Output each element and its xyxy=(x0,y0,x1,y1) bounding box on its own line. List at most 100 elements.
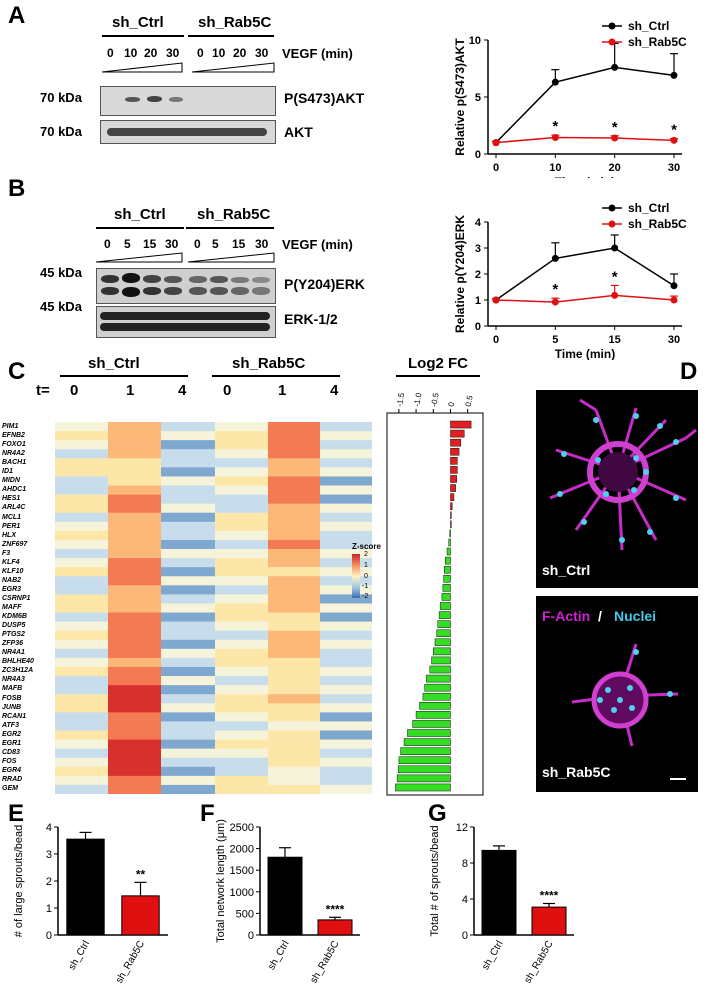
x-axis-label: Time (min) xyxy=(555,175,615,178)
heatmap-cell xyxy=(108,784,161,794)
y-tick-label: 2 xyxy=(475,269,481,281)
y-tick-label: 0 xyxy=(475,149,481,161)
heatmap-cell xyxy=(108,521,161,532)
bar xyxy=(317,919,353,936)
heatmap-timepoint: 1 xyxy=(278,382,287,399)
heatmap-cell xyxy=(55,431,108,441)
heatmap-cell xyxy=(161,748,215,759)
log2fc-frame xyxy=(386,412,484,796)
band xyxy=(231,287,249,295)
blot-b-time: 15 xyxy=(232,237,246,251)
heatmap-cell xyxy=(320,621,372,631)
heatmap-cell xyxy=(55,621,108,631)
x-tick-label: 0 xyxy=(493,334,499,346)
heatmap-cell xyxy=(55,521,108,532)
blot-a-time: 30 xyxy=(255,46,269,60)
blot-a-time: 10 xyxy=(124,46,138,60)
heatmap-cell xyxy=(268,530,320,541)
heatmap-group2: sh_Rab5C xyxy=(232,355,306,372)
log2fc-bar xyxy=(442,584,451,592)
stain-factin-label: F-Actin xyxy=(542,608,591,624)
log2fc-tick-label: 0 xyxy=(447,401,457,407)
heatmap-cell xyxy=(268,458,320,468)
band xyxy=(231,277,249,283)
blot-b-perk-strip xyxy=(96,268,276,304)
heatmap-cell xyxy=(215,558,268,568)
heatmap-cell xyxy=(215,748,268,759)
heatmap-cell xyxy=(108,775,161,786)
heatmap-cell xyxy=(108,730,161,740)
gene-label: KDM6B xyxy=(2,613,27,621)
heatmap-cell xyxy=(215,594,268,604)
log2fc-bar xyxy=(437,620,451,628)
heatmap-cell xyxy=(268,539,320,550)
micrograph-sh-rab5c: F-Actin / Nuclei sh_Rab5C xyxy=(536,596,698,792)
log2fc-bar xyxy=(450,511,452,520)
heatmap-cell xyxy=(215,676,268,686)
band xyxy=(101,287,119,295)
heatmap-cell xyxy=(215,630,268,641)
heatmap-cell xyxy=(108,476,161,486)
heatmap-cell xyxy=(108,621,161,631)
log2fc-bar xyxy=(403,738,451,746)
gene-label: BHLHE40 xyxy=(2,658,34,666)
heatmap-cell xyxy=(108,703,161,713)
significance-star: * xyxy=(552,281,558,298)
heatmap-cell xyxy=(268,603,320,613)
blot-a-gradient-wedges xyxy=(101,62,275,73)
log2fc-bar xyxy=(446,547,451,556)
gene-label: KLF10 xyxy=(2,567,24,575)
heatmap-cell xyxy=(268,694,320,704)
heatmap-cell xyxy=(108,567,161,577)
log2fc-bar xyxy=(450,493,455,501)
heatmap-cell xyxy=(108,612,161,622)
y-tick-label: 1 xyxy=(475,295,481,307)
band xyxy=(143,287,161,295)
gene-label: KLF4 xyxy=(2,558,20,566)
heatmap-cell xyxy=(55,494,108,504)
heatmap-cell xyxy=(108,558,161,568)
heatmap-cell xyxy=(55,730,108,740)
heatmap-cell xyxy=(108,449,161,459)
gene-label: EGR4 xyxy=(2,766,22,774)
heatmap-cell xyxy=(161,721,215,731)
heatmap-cell xyxy=(320,422,372,432)
gene-label: MCL1 xyxy=(2,513,22,521)
gene-label: ID1 xyxy=(2,468,13,476)
heatmap-cell xyxy=(268,666,320,677)
significance-star: * xyxy=(671,122,677,139)
y-tick-label: 4 xyxy=(46,822,52,834)
heatmap-cell xyxy=(108,467,161,477)
band xyxy=(164,276,182,283)
heatmap-cell xyxy=(108,603,161,613)
panel-label-a: A xyxy=(8,2,26,29)
heatmap-timepoint: 0 xyxy=(223,382,232,399)
log2fc-bar xyxy=(450,457,458,465)
series-line xyxy=(495,66,675,144)
blot-b-group2-line xyxy=(186,227,274,229)
heatmap-cell xyxy=(55,594,108,604)
y-tick-label: 4 xyxy=(462,894,468,906)
heatmap-cell xyxy=(320,676,372,686)
gene-label: RRAD xyxy=(2,775,23,783)
heatmap-cell xyxy=(215,694,268,704)
log2fc-bar xyxy=(450,475,457,483)
blot-a-time: 20 xyxy=(233,46,247,60)
zscore-tick: 0 xyxy=(364,573,368,580)
band xyxy=(143,275,161,283)
heatmap-cell xyxy=(268,558,320,568)
log2fc-bar xyxy=(429,665,451,674)
x-tick-label: 30 xyxy=(668,162,680,174)
heatmap-cell xyxy=(268,621,320,631)
gene-label: BACH1 xyxy=(2,459,27,467)
heatmap-cell xyxy=(161,775,215,786)
heatmap-cell xyxy=(55,549,108,559)
heatmap-timepoint: 4 xyxy=(178,382,187,399)
data-point xyxy=(551,78,559,86)
log2fc-bar xyxy=(449,529,451,538)
heatmap-cell xyxy=(215,784,268,794)
heatmap-cell xyxy=(215,775,268,786)
blot-b-time: 30 xyxy=(165,237,179,251)
x-tick-label: 5 xyxy=(552,334,558,346)
